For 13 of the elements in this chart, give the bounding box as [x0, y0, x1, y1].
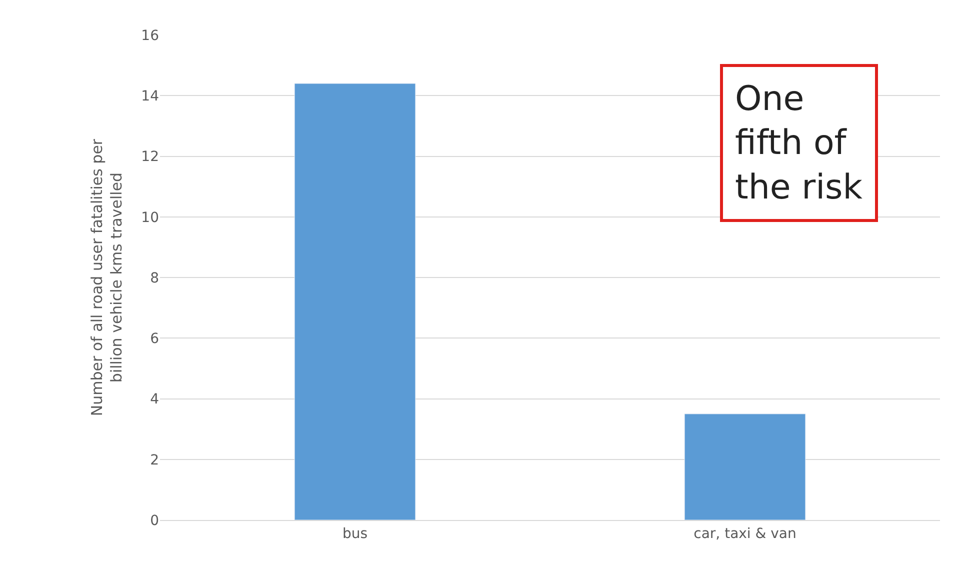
y-tick-label: 16: [141, 28, 160, 44]
y-tick-label: 4: [150, 392, 160, 408]
y-tick-label: 12: [141, 149, 159, 166]
y-tick-label: 8: [150, 270, 159, 286]
y-tick-label: 0: [150, 512, 159, 529]
x-tick-label: car, taxi & van: [694, 526, 796, 542]
y-tick-label: 14: [141, 88, 160, 105]
y-tick-label: 10: [141, 210, 159, 226]
x-tick-label: bus: [342, 526, 368, 542]
annotation: One fifth of the risk: [735, 79, 863, 208]
y-axis-title: Number of all road user fatalities per billion vehicle kms travelled: [88, 138, 126, 416]
y-tick-label: 6: [150, 331, 160, 348]
y-tick-label: 2: [150, 452, 159, 468]
